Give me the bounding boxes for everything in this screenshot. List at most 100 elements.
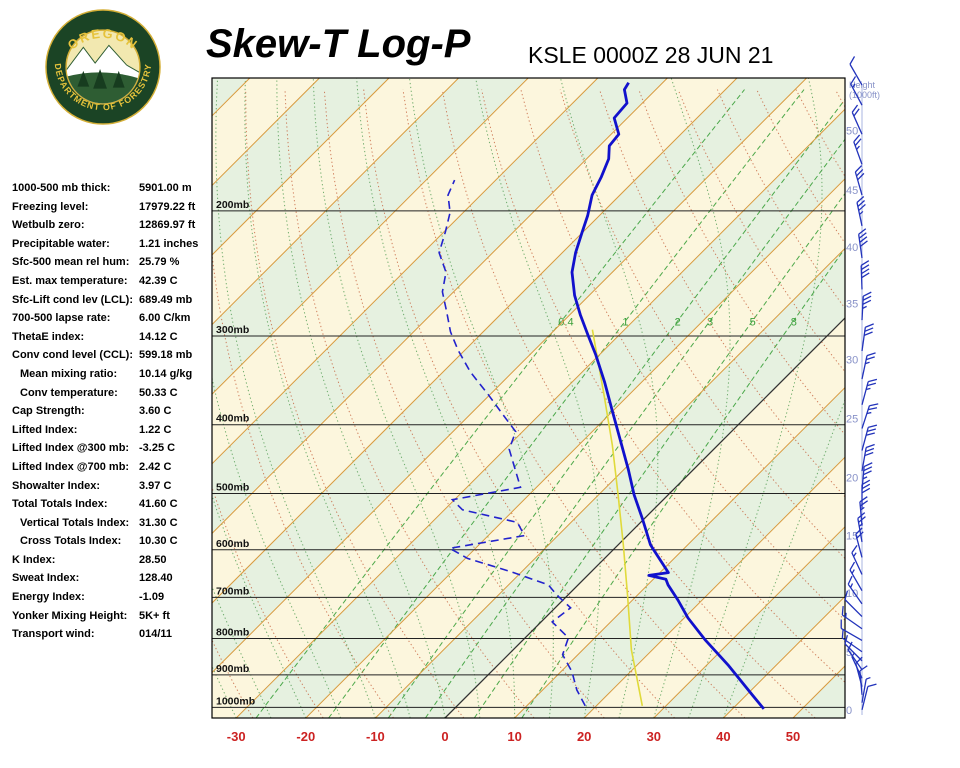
stat-label: Cap Strength: — [12, 405, 85, 418]
logo-tree-icon — [93, 68, 107, 89]
temp-axis-label: -30 — [227, 729, 246, 744]
moist-adiabat — [356, 78, 516, 718]
isotherm — [212, 78, 320, 187]
stat-label: Total Totals Index: — [12, 498, 108, 511]
stat-row: K Index: 28.50 — [12, 554, 212, 573]
stat-label: Sfc-500 mean rel hum: — [12, 256, 130, 269]
stat-value: 1.21 inches — [139, 237, 199, 250]
stat-row: Energy Index: -1.09 — [12, 591, 212, 610]
stat-row: ThetaE index: 14.12 C — [12, 331, 212, 350]
height-tick-label: 35 — [846, 298, 858, 310]
pressure-label: 700mb — [216, 585, 249, 597]
stat-label: Conv cond level (CCL): — [12, 349, 134, 362]
odf-logo: OREGON DEPARTMENT OF FORESTRY — [45, 9, 161, 125]
wind-barb — [861, 378, 878, 405]
stat-row: Sfc-Lift cond lev (LCL): 689.49 mb — [12, 294, 212, 313]
temp-axis-label: 10 — [507, 729, 521, 744]
stat-row: Total Totals Index: 41.60 C — [12, 498, 212, 517]
stat-value: 2.42 C — [139, 460, 172, 473]
temp-axis-label: 0 — [441, 729, 448, 744]
isotherm — [212, 78, 529, 395]
stat-label: Sfc-Lift cond lev (LCL): — [12, 293, 133, 306]
stat-value: 31.30 C — [139, 516, 178, 529]
mixing-ratio-label: 1 — [622, 317, 628, 329]
logo-tree-icon — [77, 70, 90, 87]
stat-label: Vertical Totals Index: — [20, 516, 130, 529]
logo-tree-icon — [112, 70, 125, 88]
wind-barb — [847, 575, 863, 605]
dry-adiabat — [212, 249, 394, 718]
stat-row: 1000-500 mb thick: 5901.00 m — [12, 182, 212, 201]
height-tick-label: 10 — [846, 588, 858, 600]
mixing-ratio-line — [473, 192, 845, 718]
stat-row: Showalter Index: 3.97 C — [12, 480, 212, 499]
stat-label: Wetbulb zero: — [12, 219, 85, 232]
temp-axis-label: -10 — [366, 729, 385, 744]
dry-adiabat — [599, 89, 845, 498]
wind-barb — [844, 635, 863, 662]
wind-barb — [861, 323, 874, 352]
stat-value: 128.40 — [139, 572, 173, 585]
stat-row: Transport wind: 014/11 — [12, 628, 212, 647]
height-axis-title: (1000ft) — [849, 90, 880, 100]
temp-axis-label: 50 — [786, 729, 800, 744]
stat-value: 28.50 — [139, 553, 167, 566]
stat-value: 3.60 C — [139, 405, 172, 418]
height-tick-label: 25 — [846, 413, 858, 425]
stat-value: 42.39 C — [139, 274, 178, 287]
wind-barb — [861, 676, 871, 703]
isotherm — [863, 78, 960, 718]
stat-row: Cross Totals Index: 10.30 C — [12, 535, 212, 554]
stat-value: 6.00 C/km — [139, 312, 191, 325]
stat-label: Lifted Index @700 mb: — [12, 460, 130, 473]
stat-row: Lifted Index @700 mb: 2.42 C — [12, 461, 212, 480]
height-tick-label: 50 — [846, 125, 858, 137]
height-tick-label: 15 — [846, 531, 858, 543]
mixing-ratio-line — [328, 89, 805, 718]
plot-area: 0.4 1 2 3 5 8 — [91, 78, 960, 718]
stat-row: Vertical Totals Index: 31.30 C — [12, 517, 212, 536]
stat-row: Cap Strength: 3.60 C — [12, 405, 212, 424]
pressure-label: 400mb — [216, 413, 249, 425]
stat-label: K Index: — [12, 553, 56, 566]
moist-adiabat — [312, 78, 481, 718]
stat-row: Yonker Mixing Height: 5K+ ft — [12, 610, 212, 629]
stat-label: Precipitable water: — [12, 237, 110, 250]
height-tick-label: 5 — [846, 647, 852, 659]
pressure-label: 900mb — [216, 663, 249, 675]
stat-value: 17979.22 ft — [139, 200, 196, 213]
moist-adiabat — [91, 78, 202, 718]
stat-value: 25.79 % — [139, 256, 180, 269]
dewpoint-trace — [438, 179, 586, 707]
plot-border — [211, 77, 846, 719]
wind-barb — [849, 56, 863, 86]
wind-barb — [861, 683, 877, 711]
stat-value: 12869.97 ft — [139, 219, 196, 232]
isotherm — [514, 386, 845, 718]
height-tick-label: 20 — [846, 473, 858, 485]
wind-barb — [847, 641, 863, 671]
mixing-ratio-label: 5 — [750, 317, 756, 329]
stat-label: Mean mixing ratio: — [20, 367, 118, 380]
isotherm — [375, 247, 845, 718]
dry-adiabat — [875, 90, 960, 718]
stat-value: 14.12 C — [139, 330, 178, 343]
wind-barb — [840, 619, 863, 642]
pressure-label: 1000mb — [216, 695, 255, 707]
station-label: KSLE 0000Z 28 JUN 21 — [528, 42, 774, 68]
moist-adiabat — [215, 78, 376, 718]
temp-axis-label: -20 — [296, 729, 315, 744]
wind-barb — [861, 443, 875, 472]
isotherm — [212, 78, 738, 604]
dry-adiabat — [284, 89, 535, 718]
stat-label: Energy Index: — [12, 591, 85, 604]
stat-label: Lifted Index: — [12, 423, 78, 436]
logo-scene — [66, 44, 140, 104]
wind-barb — [859, 496, 869, 526]
stat-row: 700-500 lapse rate: 6.00 C/km — [12, 312, 212, 331]
wind-barb — [861, 462, 873, 491]
stat-label: Showalter Index: — [12, 479, 101, 492]
temp-band — [212, 78, 845, 718]
